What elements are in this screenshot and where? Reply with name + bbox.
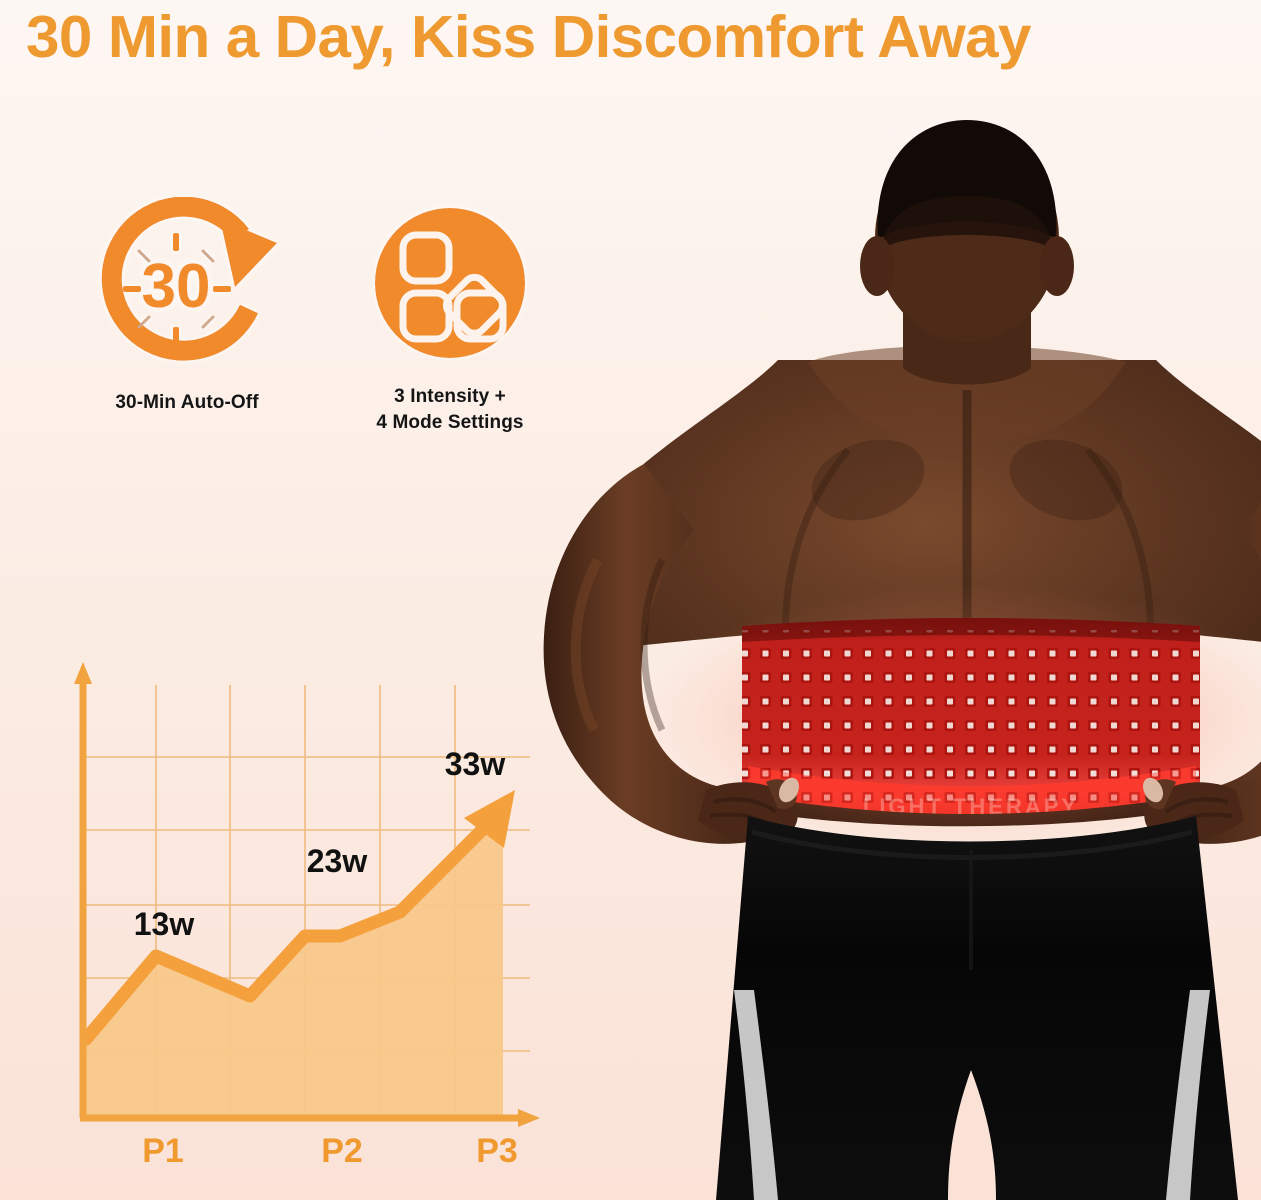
feature-label-modes-line1: 3 Intensity + xyxy=(394,386,506,407)
chart-annotation-33w: 33w xyxy=(445,746,506,782)
feature-modes: 3 Intensity + 4 Mode Settings xyxy=(330,196,570,436)
stripe-left xyxy=(734,990,778,1200)
chart-xtick-p1: P1 xyxy=(142,1132,184,1170)
light-therapy-belt: LIGHT THERAPY xyxy=(742,618,1200,819)
page-title: 30 Min a Day, Kiss Discomfort Away xyxy=(26,4,1031,70)
power-output-chart: 13w 23w 33w P1 P2 P3 xyxy=(60,640,560,1200)
chart-series-arrowhead xyxy=(464,790,515,848)
ear-left xyxy=(860,236,894,296)
arm-left xyxy=(543,464,748,844)
chart-x-axis-arrow xyxy=(518,1109,540,1127)
chart-annotation-13w: 13w xyxy=(134,906,195,942)
chart-xtick-p2: P2 xyxy=(321,1132,363,1170)
feature-auto-off: 30 30-Min Auto-Off xyxy=(72,196,302,416)
timer-center-value: 30 xyxy=(142,252,211,321)
chart-series-line xyxy=(79,808,504,1046)
chart-y-axis-arrow xyxy=(74,662,92,684)
four-modes-icon xyxy=(330,196,570,376)
ear-right xyxy=(1040,236,1074,296)
stripe-right xyxy=(1166,990,1210,1200)
chart-xtick-p3: P3 xyxy=(476,1132,518,1170)
chart-annotation-23w: 23w xyxy=(307,843,368,879)
shorts xyxy=(716,816,1238,1200)
chart-area-fill xyxy=(86,810,503,1118)
belt-brand-text: LIGHT THERAPY xyxy=(863,794,1079,819)
feature-label-modes-line2: 4 Mode Settings xyxy=(376,412,524,433)
feature-label-modes: 3 Intensity + 4 Mode Settings xyxy=(330,384,570,436)
timer-30-icon: 30 xyxy=(72,196,302,376)
feature-label-auto-off: 30-Min Auto-Off xyxy=(115,392,259,413)
product-photo-man-with-belt: LIGHT THERAPY xyxy=(448,90,1261,1200)
